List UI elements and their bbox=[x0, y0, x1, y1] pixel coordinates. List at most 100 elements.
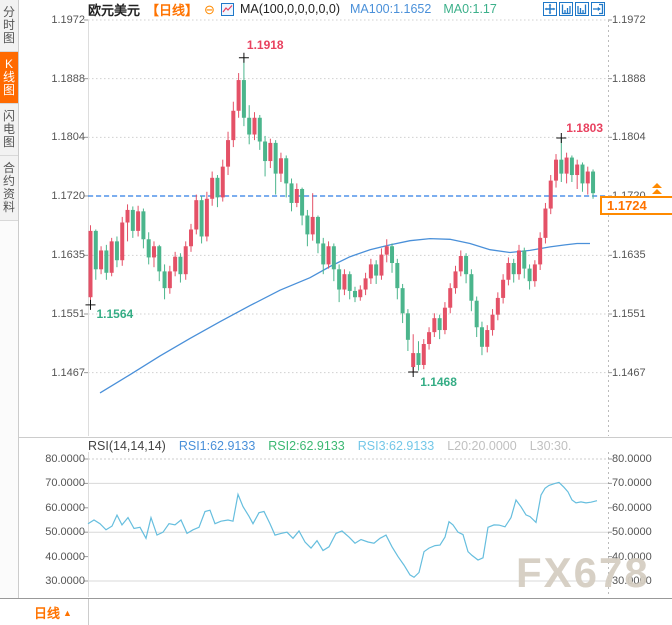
candle-body bbox=[585, 171, 590, 184]
chart-header: 欧元美元 【日线】 ⊖ MA(100,0,0,0,0,0) MA100:1.16… bbox=[88, 1, 497, 18]
candle-body bbox=[215, 177, 220, 198]
period-up-arrow-icon: ▲ bbox=[63, 607, 72, 618]
period-selector[interactable]: 日线 ▲ bbox=[18, 599, 89, 625]
main-plot-area[interactable] bbox=[88, 20, 608, 436]
extreme-price-label: 1.1803 bbox=[566, 121, 603, 135]
rsi-tick-label-left: 60.0000 bbox=[45, 501, 85, 514]
candle-body bbox=[278, 158, 283, 174]
candle-body bbox=[284, 158, 289, 184]
candle-body bbox=[495, 297, 500, 315]
candle-body bbox=[88, 230, 93, 298]
candle-body bbox=[236, 80, 241, 111]
candle-body bbox=[405, 313, 410, 340]
price-tick-label-right: 1.1635 bbox=[612, 249, 646, 262]
candle-body bbox=[157, 246, 162, 272]
candle-body bbox=[548, 180, 553, 209]
symbol-title: 欧元美元 bbox=[88, 2, 141, 18]
axis-zoom-left-icon[interactable] bbox=[559, 2, 573, 16]
chart-type-sidebar: 分时图 K线图 闪电图 合约资料 bbox=[0, 0, 19, 598]
candle-body bbox=[273, 142, 278, 174]
rsi-header: RSI(14,14,14) RSI1:62.9133 RSI2:62.9133 … bbox=[88, 439, 571, 453]
candle-body bbox=[210, 177, 215, 199]
candle-body bbox=[538, 237, 543, 265]
rsi-line bbox=[87, 481, 598, 579]
candle-body bbox=[189, 229, 194, 247]
candle-body bbox=[437, 318, 442, 331]
candle-body bbox=[506, 263, 511, 280]
candle-body bbox=[130, 209, 135, 231]
candle-body bbox=[395, 263, 400, 289]
candle-body bbox=[432, 318, 437, 333]
rsi-tick-label-right: 50.0000 bbox=[612, 526, 652, 539]
footer-bar: 日线 ▲ bbox=[0, 598, 672, 625]
candle-body bbox=[226, 140, 231, 167]
candle-body bbox=[331, 246, 336, 270]
period-selector-label: 日线 bbox=[34, 606, 61, 621]
candle-body bbox=[400, 288, 405, 314]
candle-body bbox=[136, 211, 141, 231]
candle-body bbox=[104, 250, 109, 273]
candle-body bbox=[114, 241, 119, 261]
extreme-markers bbox=[85, 52, 567, 377]
rsi-tick-label-left: 80.0000 bbox=[45, 453, 85, 465]
candle-body bbox=[342, 274, 347, 290]
ma100-value: MA100:1.1652 bbox=[350, 2, 432, 16]
candle-body bbox=[310, 216, 315, 235]
candle-body bbox=[511, 263, 516, 275]
candle-body bbox=[263, 141, 268, 162]
candle-body bbox=[416, 353, 421, 365]
candle-body bbox=[379, 254, 384, 276]
candle-body bbox=[469, 274, 474, 301]
candle-body bbox=[194, 200, 199, 230]
collapse-panel-icon[interactable] bbox=[591, 2, 605, 16]
candle-body bbox=[543, 208, 548, 238]
candle-body bbox=[575, 164, 580, 176]
candle-body bbox=[173, 256, 178, 272]
candle-body bbox=[411, 353, 416, 368]
candle-body bbox=[326, 246, 331, 265]
candle-body bbox=[167, 271, 172, 289]
indicator-chip-icon[interactable] bbox=[220, 2, 234, 16]
candle-body bbox=[162, 271, 167, 289]
candle-body bbox=[368, 264, 373, 279]
plot-borders bbox=[0, 20, 672, 597]
candle-body bbox=[485, 330, 490, 347]
candles-layer bbox=[88, 57, 596, 372]
rsi-tick-label-left: 70.0000 bbox=[45, 477, 85, 490]
watermark: FX678 bbox=[516, 549, 650, 596]
ma100-line bbox=[99, 237, 590, 394]
candle-body bbox=[109, 241, 114, 273]
sidebar-item-1[interactable]: K线图 bbox=[0, 52, 18, 104]
candle-body bbox=[474, 300, 479, 328]
candle-body bbox=[305, 215, 310, 235]
price-tick-label-right: 1.1888 bbox=[612, 72, 646, 85]
candle-body bbox=[178, 256, 183, 275]
candle-body bbox=[564, 157, 569, 174]
sidebar-item-3[interactable]: 合约资料 bbox=[0, 156, 18, 221]
candle-body bbox=[315, 216, 320, 244]
candle-body bbox=[120, 222, 125, 261]
rsi-tick-label-left: 50.0000 bbox=[45, 526, 85, 539]
price-tick-label-left: 1.1467 bbox=[51, 366, 85, 379]
candle-body bbox=[231, 110, 236, 141]
candle-body bbox=[151, 246, 156, 258]
collapse-indicator-icon[interactable]: ⊖ bbox=[204, 1, 215, 17]
candle-body bbox=[479, 327, 484, 347]
candle-body bbox=[490, 314, 495, 331]
rsi-indicator-label: RSI(14,14,14) bbox=[88, 439, 166, 453]
candle-body bbox=[183, 246, 188, 275]
ma-indicator-label: MA(100,0,0,0,0,0) bbox=[239, 2, 340, 16]
candle-body bbox=[591, 171, 596, 194]
candle-body bbox=[501, 279, 506, 298]
price-tick-label-left: 1.1635 bbox=[51, 249, 85, 262]
price-up-arrows-icon bbox=[652, 183, 662, 195]
candle-body bbox=[458, 256, 463, 272]
sidebar-item-0[interactable]: 分时图 bbox=[0, 0, 18, 52]
pan-icon[interactable] bbox=[543, 2, 557, 16]
candle-body bbox=[257, 117, 262, 142]
axis-zoom-right-icon[interactable] bbox=[575, 2, 589, 16]
rsi-tick-label-right: 80.0000 bbox=[612, 453, 652, 465]
candle-body bbox=[141, 211, 146, 240]
sidebar-item-2[interactable]: 闪电图 bbox=[0, 104, 18, 156]
